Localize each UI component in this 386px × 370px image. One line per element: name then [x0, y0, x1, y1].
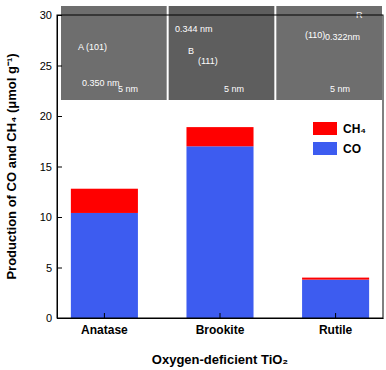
- annotation: 5 nm: [224, 84, 244, 94]
- y-axis-title: Production of CO and CH₄ (μmol g⁻¹): [4, 53, 19, 279]
- y-tick: 10: [40, 211, 62, 223]
- annotation: 0.344 nm: [175, 24, 213, 34]
- x-tick: Anatase: [81, 313, 128, 337]
- y-tick: 5: [46, 262, 62, 274]
- x-axis-title: Oxygen-deficient TiO₂: [152, 352, 289, 367]
- bar: [186, 127, 253, 146]
- annotation: A (101): [78, 42, 107, 52]
- chart: A (101)0.350 nm5 nm0.344 nmB(111)5 nmR(1…: [0, 0, 386, 370]
- inset-image: [276, 6, 382, 100]
- bar: [302, 278, 369, 280]
- y-tick-mark: [57, 66, 62, 67]
- annotation: (110): [305, 30, 325, 40]
- legend-swatch: [313, 142, 337, 155]
- annotation: 0.322nm: [325, 32, 360, 42]
- y-tick: 30: [40, 9, 62, 21]
- annotation: (111): [198, 56, 218, 66]
- bars: [71, 127, 369, 318]
- y-axis: 0 5 10 15 20 25 30: [40, 9, 62, 324]
- annotation: 5 nm: [330, 84, 350, 94]
- x-axis-line: [58, 318, 384, 319]
- annotations: A (101)0.350 nm5 nm0.344 nmB(111)5 nmR(1…: [78, 10, 363, 94]
- y-tick-label: 15: [40, 161, 52, 173]
- y-tick-label: 0: [46, 312, 52, 324]
- x-tick-label: Anatase: [81, 323, 128, 337]
- x-tick: Brookite: [196, 313, 245, 337]
- bar: [302, 280, 369, 318]
- y-tick-mark: [57, 15, 62, 16]
- legend: CH₄ CO: [313, 122, 366, 156]
- y-tick-mark: [57, 268, 62, 269]
- bar: [186, 146, 253, 318]
- legend-label: CH₄: [343, 122, 366, 136]
- y-tick: 15: [40, 161, 62, 173]
- legend-swatch: [313, 122, 337, 135]
- y-tick-mark: [57, 167, 62, 168]
- x-tick: Rutile: [319, 313, 353, 337]
- y-tick-label: 10: [40, 211, 52, 223]
- annotation: 5 nm: [118, 84, 138, 94]
- inset-image: [169, 6, 275, 100]
- y-tick: 20: [40, 110, 62, 122]
- y-tick: 25: [40, 60, 62, 72]
- x-tick-mark: [220, 313, 221, 318]
- bar: [71, 189, 138, 213]
- y-tick-label: 20: [40, 110, 52, 122]
- plot-frame: [57, 15, 383, 318]
- y-tick-label: 25: [40, 60, 52, 72]
- annotation: 0.350 nm: [82, 78, 120, 88]
- x-axis: Anatase Brookite Rutile: [58, 313, 384, 337]
- y-tick-label: 30: [40, 9, 52, 21]
- x-tick-mark: [104, 313, 105, 318]
- y-tick-label: 5: [46, 262, 52, 274]
- y-tick-mark: [57, 116, 62, 117]
- x-tick-mark: [335, 313, 336, 318]
- bar: [71, 213, 138, 318]
- y-tick-mark: [57, 217, 62, 218]
- x-tick-label: Rutile: [319, 323, 353, 337]
- x-tick-label: Brookite: [196, 323, 245, 337]
- annotation: B: [188, 46, 194, 56]
- inset-images: [61, 6, 382, 100]
- legend-label: CO: [343, 142, 361, 156]
- inset-image: [61, 6, 167, 100]
